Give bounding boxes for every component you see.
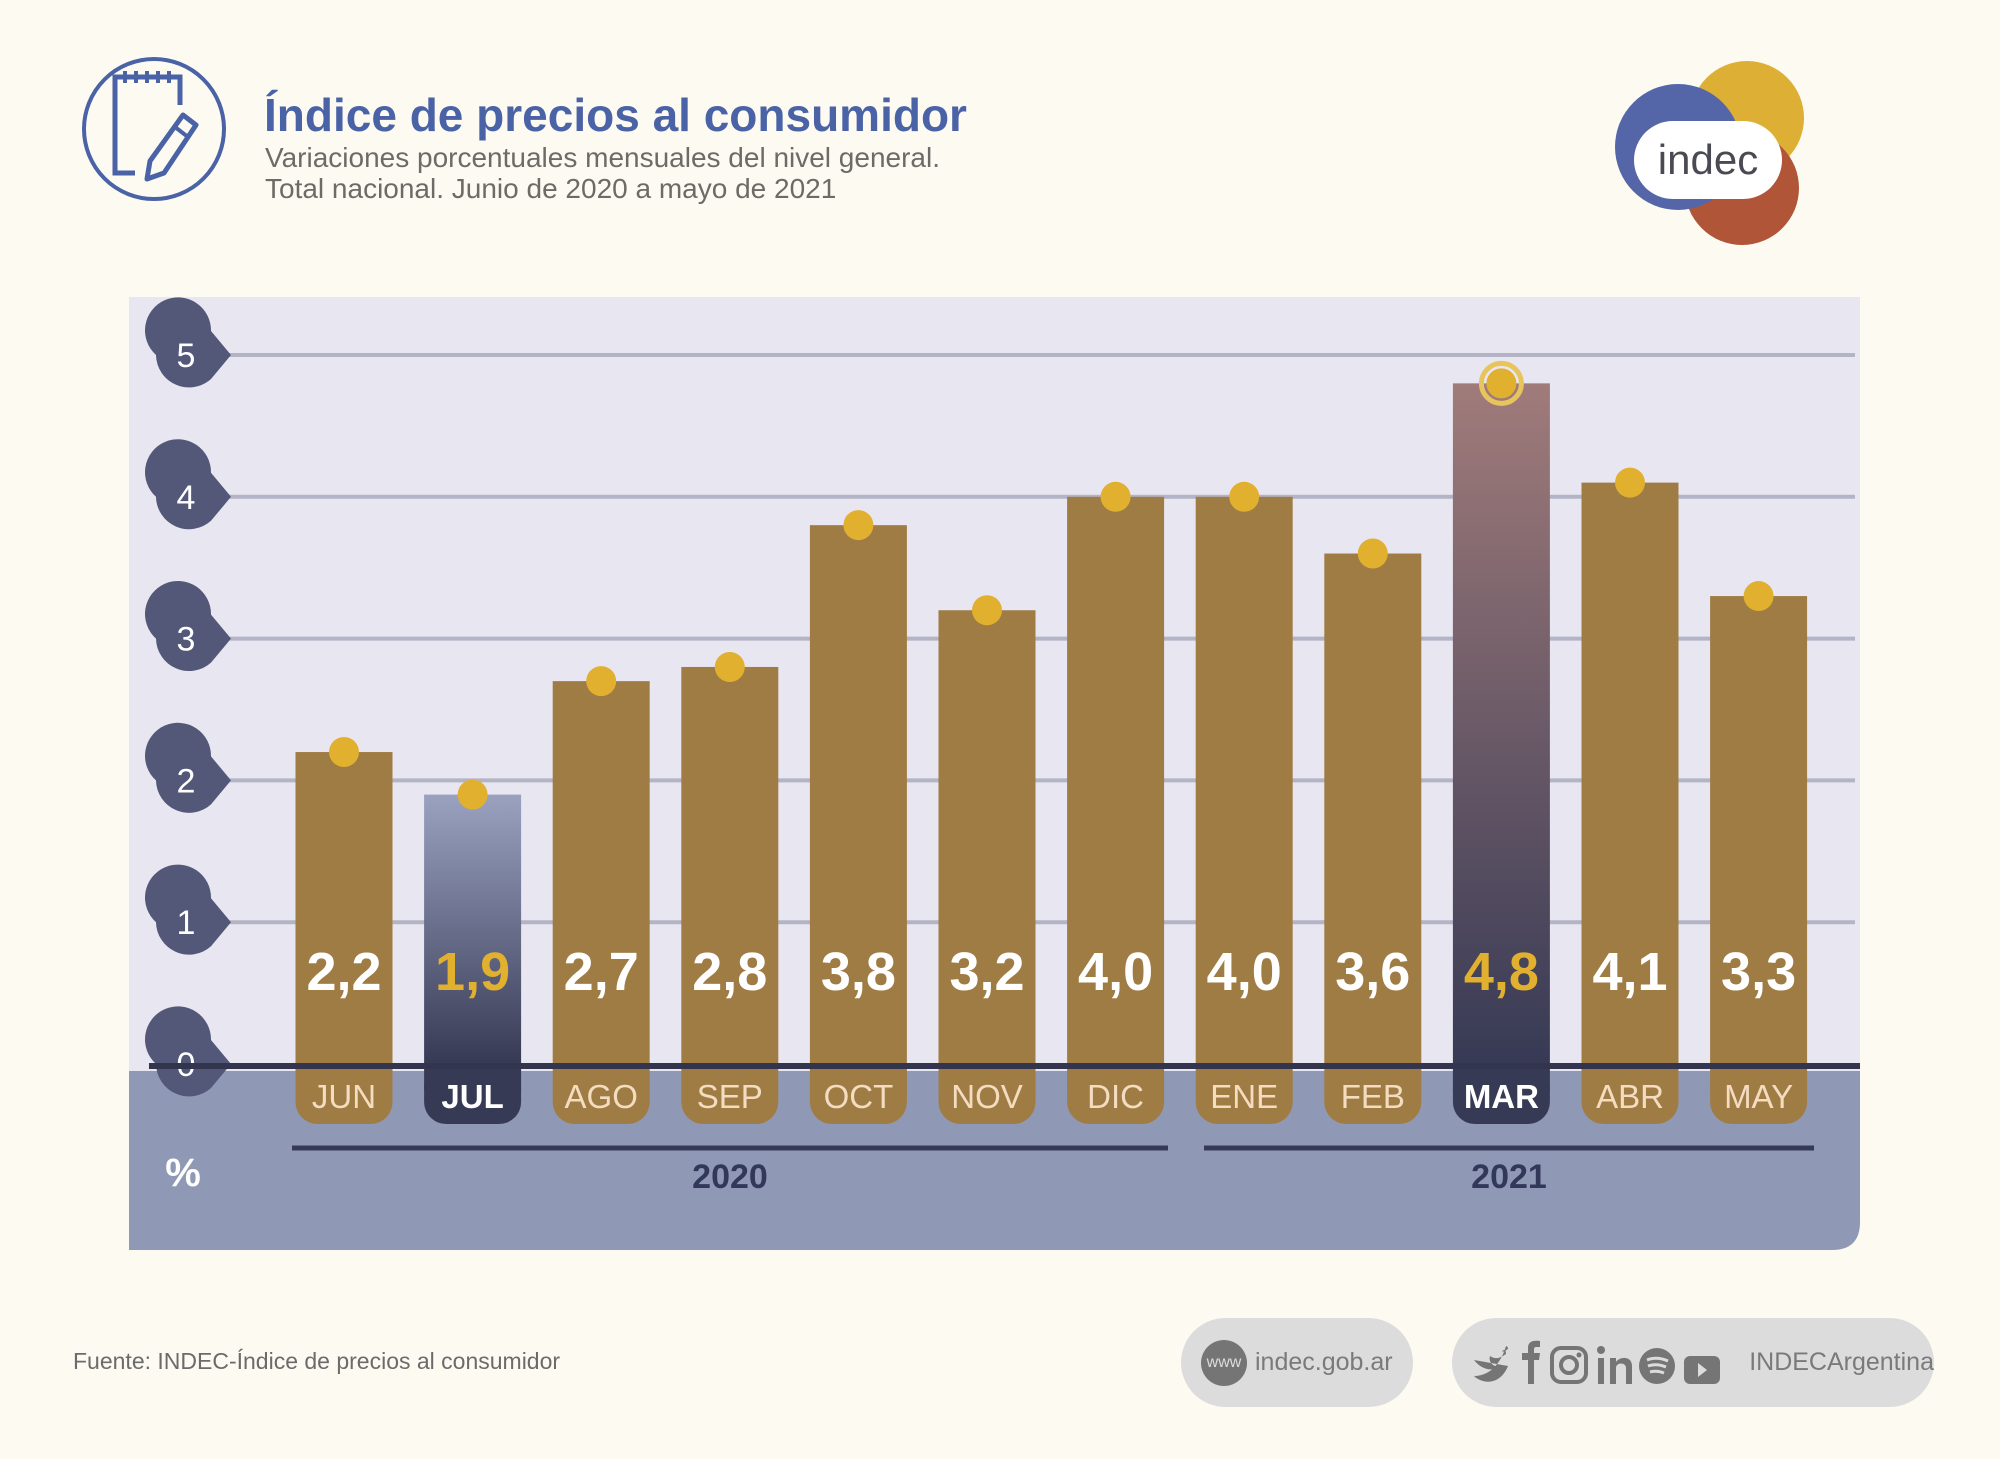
subtitle-line-2: Total nacional. Junio de 2020 a mayo de …	[265, 173, 837, 204]
data-label: 4,8	[1464, 942, 1539, 1002]
data-point	[457, 779, 488, 810]
month-pill-top	[938, 1066, 1036, 1090]
y-tick-marker	[145, 581, 231, 672]
y-tick-label: 1	[177, 904, 196, 942]
x-tick-label: NOV	[951, 1078, 1023, 1115]
month-pill-top	[424, 1066, 522, 1090]
month-pill-top	[681, 1066, 779, 1090]
spotify-icon	[1639, 1347, 1675, 1384]
y-tick-marker	[145, 297, 231, 388]
data-label: 4,0	[1078, 942, 1153, 1002]
year-label: 2020	[692, 1158, 768, 1196]
indec-logo: indec	[1615, 61, 1804, 245]
data-label: 2,8	[692, 942, 767, 1002]
bar-mar	[1452, 383, 1550, 1064]
x-tick-label: JUL	[441, 1078, 503, 1115]
bar-jun	[295, 752, 393, 1064]
website-text: indec.gob.ar	[1255, 1348, 1393, 1376]
data-label: 3,3	[1721, 942, 1796, 1002]
bar-may	[1710, 596, 1808, 1064]
y-tick-label: 2	[177, 762, 196, 800]
highlight-ring	[1478, 360, 1524, 406]
x-tick-label: SEP	[697, 1078, 763, 1115]
bar-oct	[809, 525, 907, 1064]
data-label: 2,2	[306, 942, 381, 1002]
data-label: 4,0	[1207, 942, 1282, 1002]
y-tick-marker	[145, 1006, 231, 1097]
bar-chart: 0123452,2JUN1,9JUL2,7AGO2,8SEP3,8OCT3,2N…	[129, 297, 1860, 1250]
social-links: INDECArgentina	[1452, 1318, 1934, 1407]
month-pill-top	[809, 1066, 907, 1090]
data-point	[1357, 538, 1388, 569]
website-link[interactable]: www indec.gob.ar	[1181, 1318, 1413, 1407]
y-axis-unit: %	[165, 1151, 201, 1195]
logo-text: indec	[1658, 136, 1758, 183]
data-point	[1229, 481, 1260, 512]
y-tick-marker	[145, 864, 231, 955]
y-tick-label: 5	[177, 337, 196, 375]
bar-abr	[1581, 482, 1679, 1064]
subtitle-line-1: Variaciones porcentuales mensuales del n…	[265, 142, 940, 173]
x-tick-label: MAY	[1724, 1078, 1793, 1115]
x-tick-label: ABR	[1596, 1078, 1664, 1115]
data-point	[586, 666, 617, 697]
data-label: 2,7	[564, 942, 639, 1002]
y-tick-marker	[145, 722, 231, 813]
month-pill-top	[1710, 1066, 1808, 1090]
bar-sep	[681, 666, 779, 1064]
data-point	[1100, 481, 1131, 512]
month-pill-top	[1452, 1066, 1550, 1090]
facebook-icon	[1522, 1340, 1540, 1384]
year-label: 2021	[1471, 1158, 1547, 1196]
youtube-icon	[1684, 1355, 1720, 1384]
data-point	[1743, 581, 1774, 612]
y-tick-marker	[145, 439, 231, 530]
data-point	[714, 651, 745, 682]
notepad-pencil-icon	[82, 57, 226, 201]
month-pill-top	[552, 1066, 650, 1090]
data-point	[329, 737, 359, 768]
social-handle[interactable]: INDECArgentina	[1749, 1348, 1934, 1376]
x-tick-label: JUN	[312, 1078, 376, 1115]
x-tick-label: FEB	[1341, 1078, 1405, 1115]
page-title: Índice de precios al consumidor	[264, 89, 967, 141]
bar-ene	[1195, 496, 1293, 1064]
data-label: 3,6	[1335, 942, 1410, 1002]
x-tick-label: AGO	[565, 1078, 638, 1115]
data-point	[972, 595, 1002, 626]
month-pill-top	[295, 1066, 393, 1090]
instagram-icon	[1550, 1345, 1588, 1384]
www-icon: www	[1201, 1339, 1247, 1386]
data-label: 3,2	[949, 942, 1024, 1002]
month-pill-top	[1581, 1066, 1679, 1090]
bar-jul	[424, 794, 522, 1064]
data-point	[1615, 467, 1645, 498]
linkedin-icon	[1597, 1345, 1632, 1384]
source-note: Fuente: INDEC-Índice de precios al consu…	[73, 1348, 561, 1374]
x-tick-label: ENE	[1210, 1078, 1278, 1115]
data-point	[843, 510, 874, 541]
x-tick-label: OCT	[824, 1078, 894, 1115]
data-label: 4,1	[1592, 942, 1667, 1002]
bar-ago	[552, 681, 650, 1064]
bar-dic	[1067, 496, 1165, 1064]
bar-nov	[938, 610, 1036, 1064]
data-label: 1,9	[435, 942, 510, 1002]
month-pill-top	[1195, 1066, 1293, 1090]
twitter-icon	[1474, 1345, 1509, 1382]
bar-feb	[1324, 553, 1422, 1064]
data-point	[1486, 368, 1517, 399]
x-tick-label: DIC	[1087, 1078, 1144, 1115]
y-tick-label: 3	[177, 621, 196, 659]
x-tick-label: MAR	[1464, 1078, 1539, 1115]
data-label: 3,8	[821, 942, 896, 1002]
month-pill-top	[1067, 1066, 1165, 1090]
y-tick-label: 4	[177, 479, 196, 517]
month-pill-top	[1324, 1066, 1422, 1090]
